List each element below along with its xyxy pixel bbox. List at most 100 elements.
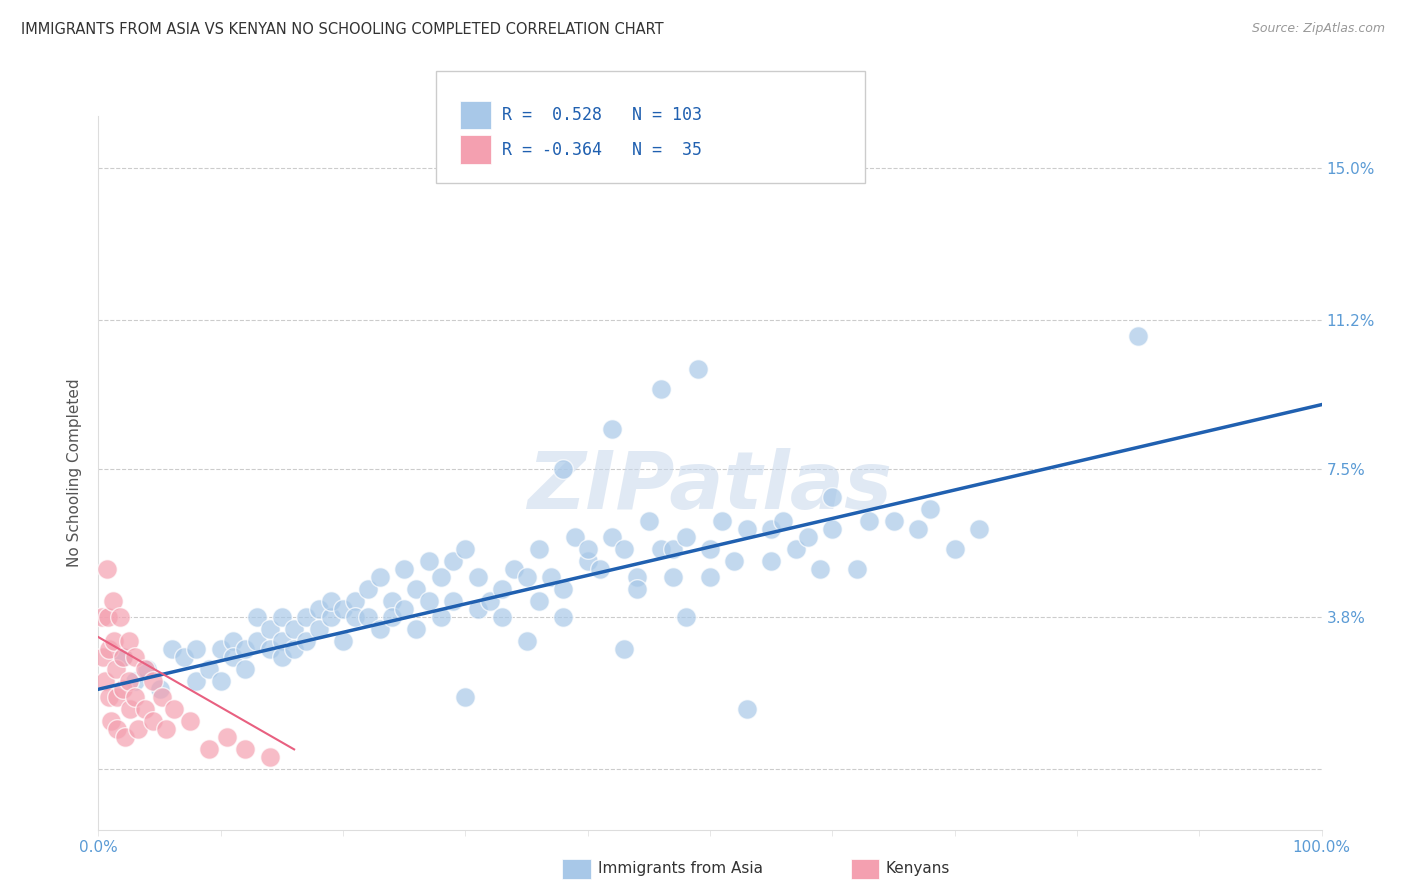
Point: [270, 610, 294, 624]
Point: [103, 634, 125, 648]
Point: [772, 514, 794, 528]
Point: [173, 650, 195, 665]
Point: [626, 570, 648, 584]
Point: [319, 610, 342, 624]
Point: [308, 622, 330, 636]
Point: [283, 642, 305, 657]
Point: [124, 690, 146, 705]
Text: Immigrants from Asia: Immigrants from Asia: [598, 862, 762, 876]
Point: [613, 541, 636, 556]
Point: [430, 570, 453, 584]
Point: [259, 622, 281, 636]
Point: [454, 690, 477, 705]
Point: [186, 642, 208, 657]
Point: [233, 742, 256, 756]
Point: [943, 541, 966, 556]
Point: [638, 514, 661, 528]
Point: [821, 490, 844, 504]
Point: [553, 462, 575, 476]
Point: [308, 602, 330, 616]
Point: [319, 594, 342, 608]
Text: ZIPatlas: ZIPatlas: [527, 448, 893, 526]
Point: [515, 634, 537, 648]
Point: [441, 594, 464, 608]
Point: [246, 634, 269, 648]
Point: [98, 690, 121, 705]
Point: [142, 714, 165, 729]
Point: [215, 731, 238, 745]
Text: IMMIGRANTS FROM ASIA VS KENYAN NO SCHOOLING COMPLETED CORRELATION CHART: IMMIGRANTS FROM ASIA VS KENYAN NO SCHOOL…: [21, 22, 664, 37]
Point: [503, 562, 526, 576]
Point: [491, 610, 513, 624]
Point: [149, 682, 172, 697]
Point: [662, 541, 685, 556]
Point: [527, 594, 550, 608]
Point: [134, 702, 156, 716]
Text: R =  0.528   N = 103: R = 0.528 N = 103: [502, 106, 702, 124]
Point: [332, 602, 354, 616]
Point: [430, 610, 453, 624]
Point: [186, 674, 208, 689]
Point: [197, 662, 219, 676]
Point: [967, 522, 990, 536]
Point: [821, 522, 844, 536]
Y-axis label: No Schooling Completed: No Schooling Completed: [67, 378, 83, 567]
Point: [127, 723, 149, 737]
Point: [797, 530, 820, 544]
Point: [405, 622, 427, 636]
Point: [160, 642, 183, 657]
Point: [515, 570, 537, 584]
Point: [600, 422, 623, 436]
Point: [441, 554, 464, 568]
Point: [111, 682, 134, 697]
Point: [418, 594, 440, 608]
Point: [179, 714, 201, 729]
Point: [907, 522, 929, 536]
Point: [222, 634, 245, 648]
Point: [576, 541, 599, 556]
Point: [723, 554, 745, 568]
Point: [392, 562, 416, 576]
Point: [142, 674, 165, 689]
Point: [454, 541, 477, 556]
Point: [134, 662, 156, 676]
Point: [155, 723, 177, 737]
Point: [356, 610, 378, 624]
Point: [735, 522, 758, 536]
Point: [761, 554, 783, 568]
Point: [344, 594, 367, 608]
Point: [711, 514, 734, 528]
Point: [553, 582, 575, 596]
Point: [553, 610, 575, 624]
Point: [124, 650, 146, 665]
Point: [150, 690, 173, 705]
Point: [120, 702, 142, 716]
Point: [105, 723, 128, 737]
Point: [98, 642, 121, 657]
Point: [883, 514, 905, 528]
Point: [845, 562, 868, 576]
Point: [270, 634, 294, 648]
Point: [808, 562, 831, 576]
Point: [283, 622, 305, 636]
Point: [662, 570, 685, 584]
Point: [295, 610, 318, 624]
Point: [467, 602, 489, 616]
Point: [356, 582, 378, 596]
Point: [124, 674, 146, 689]
Point: [418, 554, 440, 568]
Point: [626, 582, 648, 596]
Point: [110, 610, 132, 624]
Point: [111, 650, 134, 665]
Point: [93, 674, 115, 689]
Point: [368, 622, 391, 636]
Point: [686, 361, 709, 376]
Point: [332, 634, 354, 648]
Point: [858, 514, 880, 528]
Point: [222, 650, 245, 665]
Point: [381, 594, 404, 608]
Point: [97, 610, 120, 624]
Point: [270, 650, 294, 665]
Point: [613, 642, 636, 657]
Point: [105, 690, 128, 705]
